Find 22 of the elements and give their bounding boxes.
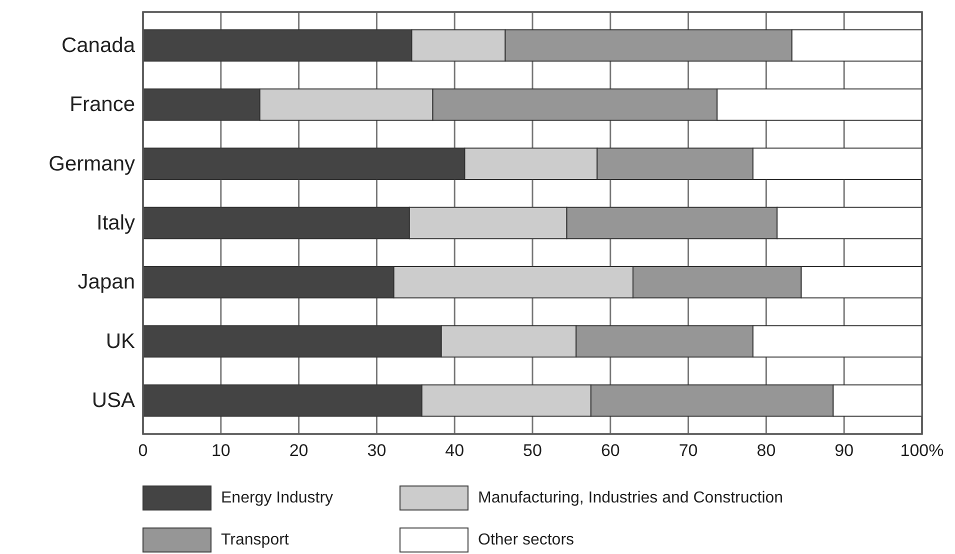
x-tick-label: 50 bbox=[523, 441, 542, 460]
y-tick-label: Canada bbox=[61, 34, 136, 57]
legend-label: Transport bbox=[221, 532, 290, 548]
y-tick-label: Japan bbox=[78, 270, 135, 294]
x-tick-label: 10 bbox=[211, 441, 230, 460]
x-tick-label: 0 bbox=[138, 441, 148, 460]
x-tick-label: 90 bbox=[834, 441, 854, 460]
x-tick-label: 80 bbox=[756, 441, 776, 460]
y-tick-label: UK bbox=[106, 330, 135, 353]
x-tick-label: 20 bbox=[289, 441, 308, 460]
legend-label: Manufacturing, Industries and Construction bbox=[478, 490, 784, 506]
legend-label: Energy Industry bbox=[221, 490, 334, 506]
y-tick-label: Germany bbox=[48, 152, 136, 176]
legend-label: Other sectors bbox=[478, 532, 574, 548]
x-tick-label: 30 bbox=[367, 441, 386, 460]
x-tick-label: 40 bbox=[445, 441, 464, 460]
y-tick-label: USA bbox=[92, 389, 135, 412]
x-tick-label: 60 bbox=[600, 441, 620, 460]
y-tick-label: France bbox=[70, 93, 135, 116]
y-tick-label: Italy bbox=[96, 212, 136, 234]
x-tick-label: 70 bbox=[678, 441, 698, 460]
x-tick-label: 100% bbox=[900, 441, 944, 460]
